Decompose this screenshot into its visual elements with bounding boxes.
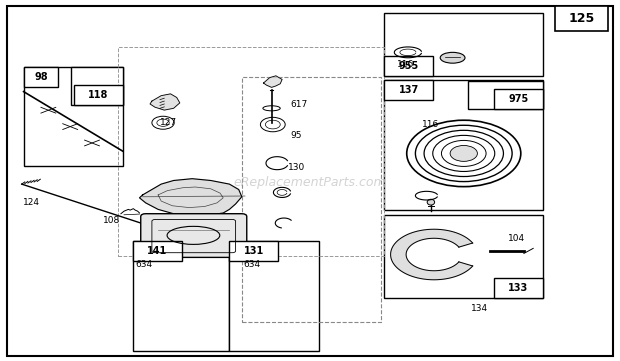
Text: 975: 975: [508, 94, 528, 104]
FancyBboxPatch shape: [141, 214, 247, 257]
Polygon shape: [391, 229, 472, 280]
Text: 108: 108: [103, 216, 120, 225]
Text: 116: 116: [397, 61, 414, 69]
Bar: [384, 56, 433, 76]
Bar: [133, 241, 229, 351]
Text: 134: 134: [471, 304, 489, 313]
Text: 955: 955: [399, 61, 419, 71]
Text: 634: 634: [135, 260, 153, 269]
Bar: [384, 80, 433, 100]
Text: 137: 137: [399, 85, 419, 95]
Text: 124: 124: [23, 198, 40, 206]
Bar: [468, 81, 542, 109]
Text: 634: 634: [243, 260, 260, 269]
Text: 617: 617: [290, 100, 308, 109]
Text: 141: 141: [148, 246, 167, 256]
Bar: [118, 47, 384, 256]
Bar: [74, 85, 123, 105]
Bar: [229, 241, 319, 351]
Ellipse shape: [427, 199, 435, 205]
Polygon shape: [264, 76, 282, 87]
Polygon shape: [150, 94, 180, 110]
Text: eReplacementParts.com: eReplacementParts.com: [234, 176, 386, 189]
Text: 133: 133: [508, 283, 528, 293]
Text: 130: 130: [288, 164, 306, 172]
Text: 104: 104: [508, 234, 526, 243]
Bar: [384, 215, 542, 298]
Bar: [242, 77, 381, 322]
Ellipse shape: [440, 52, 465, 63]
Bar: [229, 241, 278, 261]
Bar: [494, 89, 542, 109]
Polygon shape: [140, 179, 242, 216]
Bar: [494, 278, 542, 298]
Bar: [24, 67, 58, 87]
Bar: [384, 13, 542, 76]
Bar: [133, 241, 182, 261]
Bar: [555, 6, 608, 31]
Text: 131: 131: [244, 246, 264, 256]
Text: 95: 95: [290, 131, 302, 140]
Text: 98: 98: [34, 72, 48, 82]
Circle shape: [450, 145, 477, 161]
Text: 125: 125: [568, 12, 595, 25]
Text: 127: 127: [160, 118, 177, 127]
Text: 118: 118: [89, 90, 108, 100]
Bar: [384, 80, 542, 210]
Bar: [24, 67, 123, 166]
Bar: [71, 67, 123, 105]
Text: 116: 116: [422, 120, 439, 129]
